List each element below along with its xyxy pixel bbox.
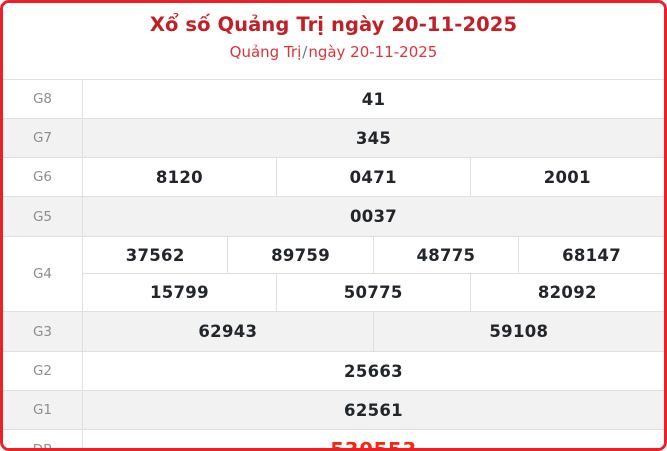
prize-number-g4-1: 37562 (81, 236, 229, 274)
prize-number-g8-1: 41 (82, 79, 664, 119)
table-row: G4 37562 89759 48775 68147 (3, 236, 664, 312)
prize-number-g7-1: 345 (82, 118, 664, 158)
table-row: 15799 50775 82092 (3, 273, 664, 312)
prize-label-db: ĐB (3, 429, 83, 448)
prize-number-g4-5: 15799 (82, 273, 277, 312)
prize-number-g6-1: 8120 (82, 157, 277, 197)
prize-label-g7: G7 (3, 118, 83, 158)
prize-number-g3-2: 59108 (372, 311, 664, 352)
table-row: G6 8120 0471 2001 (3, 157, 664, 197)
table-row: ĐB 530553 (3, 429, 664, 448)
table-row: G8 41 (3, 79, 664, 119)
prize-number-g4-7: 82092 (469, 273, 664, 312)
breadcrumb-date[interactable]: ngày 20-11-2025 (308, 43, 438, 61)
prize-label-g8: G8 (3, 79, 83, 119)
breadcrumb: Quảng Trị/ngày 20-11-2025 (3, 41, 664, 63)
lottery-results-table: G8 41 G7 345 G6 8120 0471 2001 G5 0037 G… (3, 79, 664, 448)
table-row: G5 0037 (3, 196, 664, 237)
prize-label-g5: G5 (3, 196, 83, 237)
prize-number-g4-4: 68147 (518, 236, 664, 274)
table-row: G1 62561 (3, 390, 664, 430)
prize-number-db-1: 530553 (82, 429, 664, 448)
prize-number-g2-1: 25663 (82, 351, 664, 391)
page-title: Xổ số Quảng Trị ngày 20-11-2025 (149, 13, 518, 36)
prize-label-g1: G1 (3, 390, 83, 430)
prize-label-g4: G4 (3, 236, 83, 312)
breadcrumb-separator: / (302, 43, 308, 61)
prize-label-g2: G2 (3, 351, 83, 391)
table-row: G7 345 (3, 118, 664, 158)
table-row: G2 25663 (3, 351, 664, 391)
prize-number-g1-1: 62561 (82, 390, 664, 430)
breadcrumb-region[interactable]: Quảng Trị (229, 43, 302, 61)
table-row: G3 62943 59108 (3, 311, 664, 352)
prize-number-g6-3: 2001 (469, 157, 664, 197)
prize-label-g3: G3 (3, 311, 83, 352)
card-header: Xổ số Quảng Trị ngày 20-11-2025 Quảng Tr… (3, 3, 664, 79)
prize-number-g4-6: 50775 (275, 273, 471, 312)
prize-number-g5-1: 0037 (82, 196, 664, 237)
prize-number-g3-1: 62943 (82, 311, 374, 352)
prize-number-g4-3: 48775 (372, 236, 520, 274)
prize-label-g6: G6 (3, 157, 83, 197)
prize-number-g6-2: 0471 (275, 157, 471, 197)
prize-number-g4-2: 89759 (227, 236, 374, 274)
